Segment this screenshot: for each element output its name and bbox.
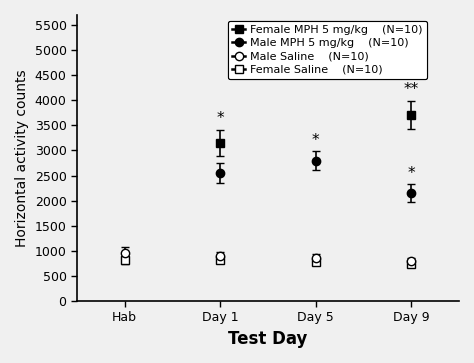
X-axis label: Test Day: Test Day [228, 330, 308, 348]
Text: **: ** [404, 82, 419, 97]
Y-axis label: Horizontal activity counts: Horizontal activity counts [15, 69, 29, 247]
Text: *: * [312, 133, 319, 148]
Text: *: * [408, 166, 415, 181]
Legend: Female MPH 5 mg/kg    (N=10), Male MPH 5 mg/kg    (N=10), Male Saline    (N=10),: Female MPH 5 mg/kg (N=10), Male MPH 5 mg… [228, 21, 427, 79]
Text: **: ** [308, 27, 323, 42]
Text: *: * [217, 111, 224, 126]
